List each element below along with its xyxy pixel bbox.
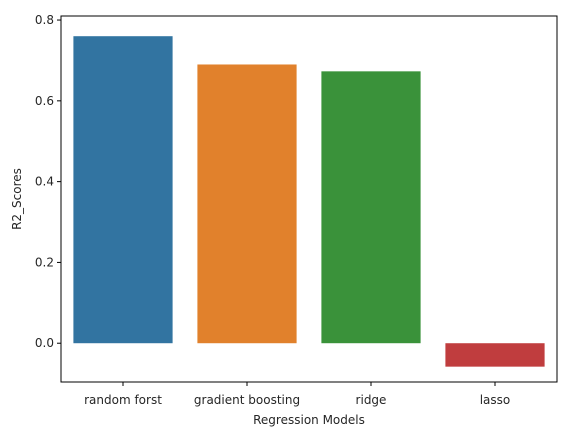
- plot-frame: [60, 15, 558, 383]
- x-axis-label: Regression Models: [253, 413, 365, 427]
- bars-group: [73, 36, 545, 367]
- x-tick-label: ridge: [356, 393, 387, 407]
- y-axis-label: R2_Scores: [10, 168, 24, 230]
- y-tick-label: 0.0: [35, 336, 54, 350]
- x-axis-ticks: random forst gradient boosting ridge lasso: [84, 382, 510, 407]
- y-tick-label: 0.2: [35, 255, 54, 269]
- bar-0: [73, 36, 173, 344]
- bar-2: [321, 71, 421, 344]
- y-tick-label: 0.8: [35, 13, 54, 27]
- bar-3: [445, 343, 545, 367]
- x-tick-label: lasso: [480, 393, 511, 407]
- y-axis-ticks: 0.0 0.2 0.4 0.6 0.8: [35, 13, 61, 350]
- y-tick-label: 0.6: [35, 94, 54, 108]
- bar-1: [197, 64, 297, 344]
- y-tick-label: 0.4: [35, 175, 54, 189]
- x-tick-label: random forst: [84, 393, 162, 407]
- x-tick-label: gradient boosting: [194, 393, 300, 407]
